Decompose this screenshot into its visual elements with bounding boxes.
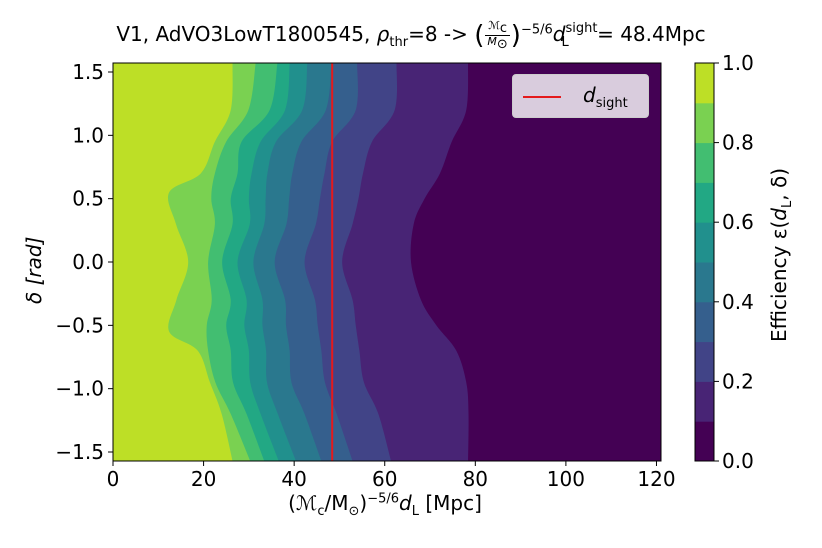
colorbar-tick-label: 0.8 <box>722 131 754 155</box>
title-d-sup: sight <box>565 20 598 36</box>
colorbar-tick-label: 0.0 <box>722 449 754 473</box>
y-axis-label: δ [rad] <box>22 236 46 304</box>
colorbar-tick-label: 1.0 <box>722 51 754 75</box>
y-tick-label: 1.0 <box>72 123 104 147</box>
x-tick-label: 80 <box>463 467 488 491</box>
title-rho: ρ <box>376 22 390 47</box>
colorbar-band <box>695 63 714 104</box>
colorbar-frame <box>694 62 715 462</box>
x-tick-label: 100 <box>547 467 585 491</box>
x-tick-label: 20 <box>191 467 216 491</box>
title-fraction: ℳc M⊙ <box>485 19 510 53</box>
plot-area <box>113 63 661 461</box>
colorbar-band <box>695 182 714 223</box>
x-axis-ticks: 0 20 40 60 80 100 120 <box>107 461 676 491</box>
legend-line-swatch <box>523 96 561 98</box>
colorbar: 1.0 0.8 0.6 0.4 0.2 0.0 <box>694 51 754 473</box>
colorbar-label: Efficiency ε(dL, δ) <box>767 167 795 342</box>
colorbar-band <box>695 381 714 422</box>
x-axis-label: (ℳc/M⊙)−5/6dL [Mpc] <box>288 491 482 519</box>
x-tick-label: 60 <box>372 467 397 491</box>
title-prefix: V1, AdVO3LowT1800545, <box>116 22 377 47</box>
colorbar-band <box>695 301 714 343</box>
title-d: d <box>552 22 566 47</box>
y-axis-ticks: 1.5 1.0 0.5 0.0 −0.5 −1.0 −1.5 <box>55 60 113 464</box>
legend: dsight <box>512 74 649 118</box>
x-tick-label: 40 <box>281 467 306 491</box>
x-tick-label: 120 <box>637 467 675 491</box>
colorbar-band <box>695 262 714 303</box>
y-tick-label: 1.5 <box>72 60 104 84</box>
chart-title: V1, AdVO3LowT1800545, ρthr=8 -> (ℳc M⊙)−5… <box>116 19 706 53</box>
contour-band-9 <box>113 63 233 461</box>
x-tick-label: 0 <box>107 467 120 491</box>
y-tick-label: 0.0 <box>72 250 104 274</box>
y-tick-label: −0.5 <box>55 313 104 337</box>
y-tick-label: 0.5 <box>72 187 104 211</box>
legend-label: dsight <box>583 83 628 111</box>
colorbar-band <box>695 222 714 263</box>
title-rho-sub: thr <box>389 35 409 51</box>
colorbar-tick-label: 0.6 <box>722 210 754 234</box>
colorbar-band <box>695 102 714 144</box>
title-exponent: −5/6 <box>520 22 553 38</box>
colorbar-tick-label: 0.2 <box>722 369 754 393</box>
title-rho-value: =8 -> <box>408 22 475 47</box>
y-tick-label: −1.0 <box>55 377 104 401</box>
title-d-sub: L <box>561 35 569 51</box>
colorbar-band <box>695 142 714 183</box>
colorbar-band <box>695 421 714 462</box>
colorbar-tick-label: 0.4 <box>722 290 754 314</box>
title-result: = 48.4Mpc <box>590 22 706 47</box>
y-tick-label: −1.5 <box>55 440 104 464</box>
colorbar-band <box>695 341 714 382</box>
